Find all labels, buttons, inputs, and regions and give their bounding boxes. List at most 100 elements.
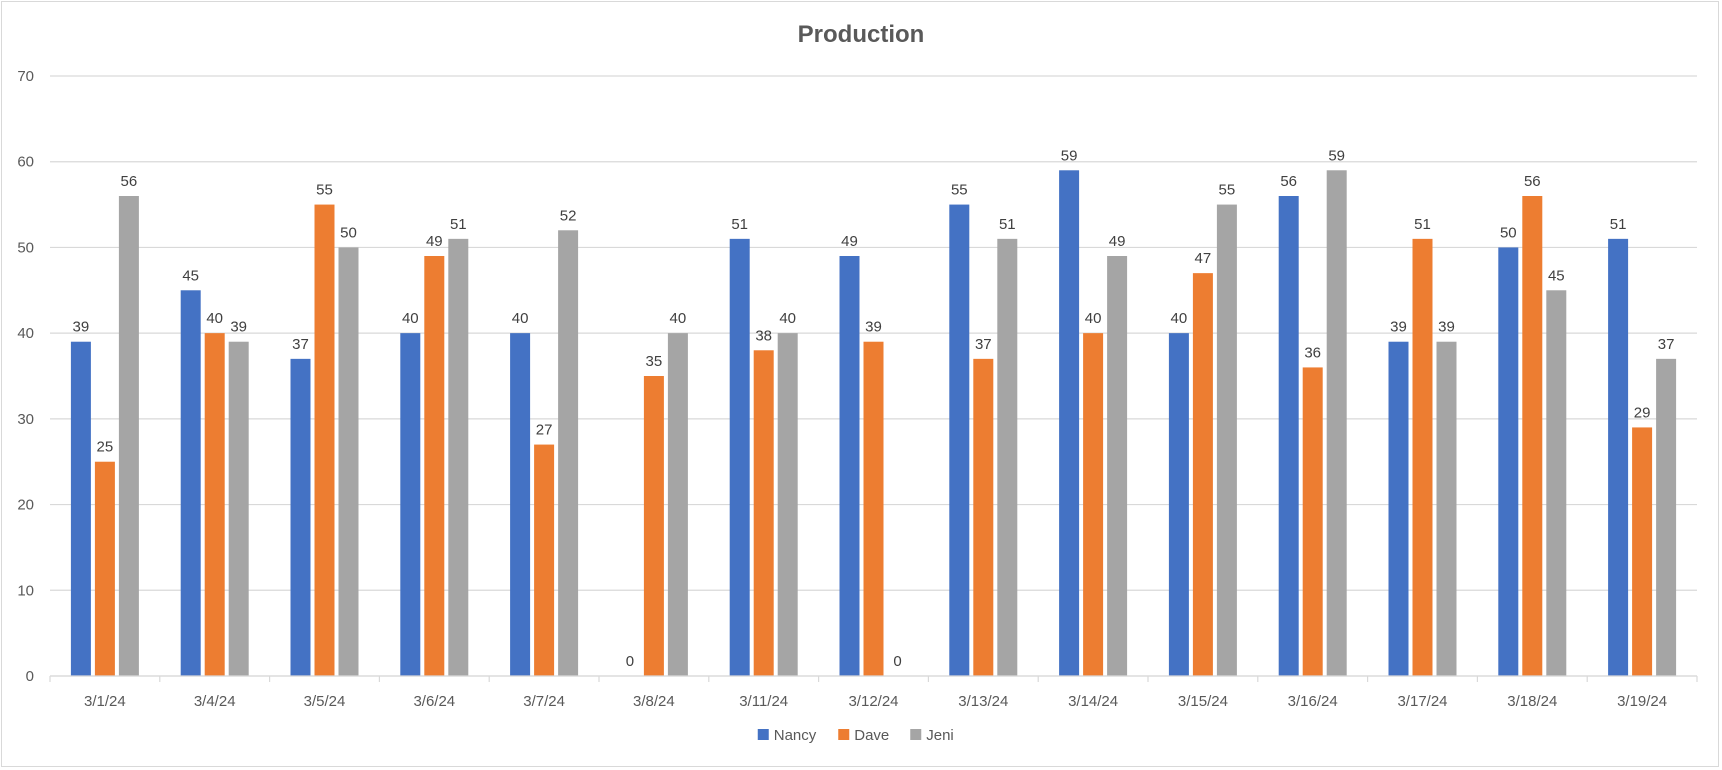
data-label: 40 xyxy=(779,310,796,327)
bar-jeni xyxy=(1436,341,1457,676)
bar-jeni xyxy=(1656,358,1677,676)
bar-dave xyxy=(94,461,115,676)
bar-nancy xyxy=(290,358,311,676)
bar-jeni xyxy=(118,196,139,676)
data-label: 49 xyxy=(426,233,443,250)
bar-nancy xyxy=(1498,247,1519,676)
bar-nancy xyxy=(839,256,860,676)
data-label: 37 xyxy=(975,336,992,353)
data-label: 27 xyxy=(536,422,553,439)
y-tick-label: 10 xyxy=(17,582,34,599)
data-labels: 39 45 37 40 40 0 51 49 55 59 40 56 39 50 51 25 40 55 49 27 3… xyxy=(73,147,1675,670)
data-label: 37 xyxy=(1658,336,1675,353)
legend-label-nancy: Nancy xyxy=(774,727,817,744)
x-tick-label: 3/6/24 xyxy=(413,693,455,710)
data-label: 51 xyxy=(1610,216,1627,233)
y-tick-label: 40 xyxy=(17,325,34,342)
y-tick-label: 60 xyxy=(17,154,34,171)
y-tick-label: 20 xyxy=(17,497,34,514)
bar-nancy xyxy=(70,341,91,676)
bar-nancy xyxy=(180,290,201,676)
x-tick-label: 3/16/24 xyxy=(1288,693,1338,710)
data-label: 55 xyxy=(1219,182,1236,199)
bar-dave xyxy=(314,204,335,677)
data-label: 39 xyxy=(73,319,90,336)
bar-dave xyxy=(643,376,664,676)
data-label: 51 xyxy=(1414,216,1431,233)
bar-jeni xyxy=(338,247,359,676)
data-label: 47 xyxy=(1195,250,1212,267)
data-label: 51 xyxy=(999,216,1016,233)
data-label: 52 xyxy=(560,207,577,224)
bar-dave xyxy=(1302,367,1323,676)
bar-jeni xyxy=(997,238,1018,676)
legend-label-dave: Dave xyxy=(854,727,889,744)
data-label: 40 xyxy=(1085,310,1102,327)
data-label: 39 xyxy=(230,319,247,336)
y-axis: 0 10 20 30 40 50 60 70 xyxy=(17,68,34,685)
bar-jeni xyxy=(228,341,249,676)
bar-dave xyxy=(753,350,774,676)
x-tick-label: 3/15/24 xyxy=(1178,693,1228,710)
data-label: 50 xyxy=(340,224,357,241)
data-label: 0 xyxy=(893,653,901,670)
data-label: 40 xyxy=(512,310,529,327)
data-label: 39 xyxy=(865,319,882,336)
bar-jeni xyxy=(1546,290,1567,676)
bar-nancy xyxy=(949,204,970,677)
data-label: 59 xyxy=(1061,147,1078,164)
bar-nancy xyxy=(1278,196,1299,676)
data-label: 45 xyxy=(1548,267,1565,284)
bar-dave xyxy=(534,444,555,676)
x-tick-label: 3/19/24 xyxy=(1617,693,1667,710)
x-tick-label: 3/12/24 xyxy=(848,693,898,710)
x-tick-label: 3/11/24 xyxy=(739,693,788,710)
bar-nancy xyxy=(1388,341,1409,676)
x-tick-label: 3/1/24 xyxy=(84,693,126,710)
y-tick-label: 30 xyxy=(17,411,34,428)
x-tick-label: 3/4/24 xyxy=(194,693,236,710)
data-label: 38 xyxy=(755,327,772,344)
bar-nancy xyxy=(1608,238,1629,676)
bars xyxy=(70,170,1677,677)
data-label: 25 xyxy=(97,439,114,456)
data-label: 50 xyxy=(1500,224,1517,241)
data-label: 36 xyxy=(1304,344,1321,361)
bar-dave xyxy=(1192,273,1213,676)
data-label: 0 xyxy=(626,653,634,670)
x-tick-label: 3/18/24 xyxy=(1507,693,1557,710)
legend: Nancy Dave Jeni xyxy=(757,727,954,744)
data-label: 56 xyxy=(1280,173,1297,190)
bar-dave xyxy=(863,341,884,676)
bar-dave xyxy=(1083,333,1104,676)
data-label: 39 xyxy=(1390,319,1407,336)
bar-dave xyxy=(973,358,994,676)
bar-jeni xyxy=(1216,204,1237,677)
bar-dave xyxy=(424,256,445,676)
legend-swatch-nancy xyxy=(757,729,769,740)
bar-jeni xyxy=(1326,170,1347,677)
data-label: 56 xyxy=(1524,173,1541,190)
legend-swatch-jeni xyxy=(910,729,922,740)
data-label: 51 xyxy=(450,216,467,233)
data-label: 49 xyxy=(1109,233,1126,250)
data-label: 55 xyxy=(316,182,333,199)
legend-label-jeni: Jeni xyxy=(926,727,954,744)
bar-dave xyxy=(1412,238,1433,676)
bar-jeni xyxy=(558,230,579,677)
data-label: 56 xyxy=(121,173,138,190)
bar-jeni xyxy=(777,333,798,676)
data-label: 37 xyxy=(292,336,309,353)
data-label: 49 xyxy=(841,233,858,250)
bar-dave xyxy=(1632,427,1653,676)
x-tick-label: 3/17/24 xyxy=(1397,693,1447,710)
data-label: 40 xyxy=(1171,310,1188,327)
data-label: 40 xyxy=(670,310,687,327)
x-tick-label: 3/8/24 xyxy=(633,693,675,710)
bar-jeni xyxy=(1107,256,1128,676)
bar-nancy xyxy=(510,333,531,676)
data-label: 29 xyxy=(1634,404,1651,421)
data-label: 40 xyxy=(402,310,419,327)
